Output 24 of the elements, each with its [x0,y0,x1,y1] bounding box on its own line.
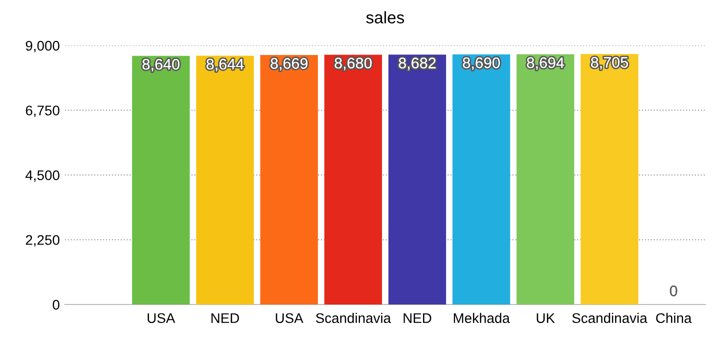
data-label: 8,640 [142,58,180,72]
x-tick-label: NED [211,313,239,323]
x-tick-label: China [656,312,692,324]
data-label: 8,690 [462,57,500,70]
x-tick-label: UK [536,313,555,324]
y-tick-label: 2,250 [26,235,60,247]
data-label: 0 [670,285,678,296]
x-tick-label: USA [148,313,176,324]
x-tick-label: Scandinavia [572,312,648,324]
data-label: 8,682 [398,58,436,70]
y-tick-label: 4,500 [26,170,60,182]
x-tick-label: Scandinavia [316,312,391,324]
x-tick-label: NED [404,313,432,323]
data-label: 8,680 [334,58,372,70]
x-tick-label: Mekhada [454,312,510,324]
data-label: 8,644 [206,58,244,72]
x-tick-label: USA [276,313,304,324]
data-label: 8,694 [526,57,564,70]
chart-title: sales [366,11,404,24]
data-label: 8,669 [270,58,308,71]
y-tick-label: 9,000 [26,40,60,52]
y-tick-label: 6,750 [26,106,60,118]
data-label: 8,705 [591,56,628,70]
y-tick-label: 0 [52,300,60,310]
